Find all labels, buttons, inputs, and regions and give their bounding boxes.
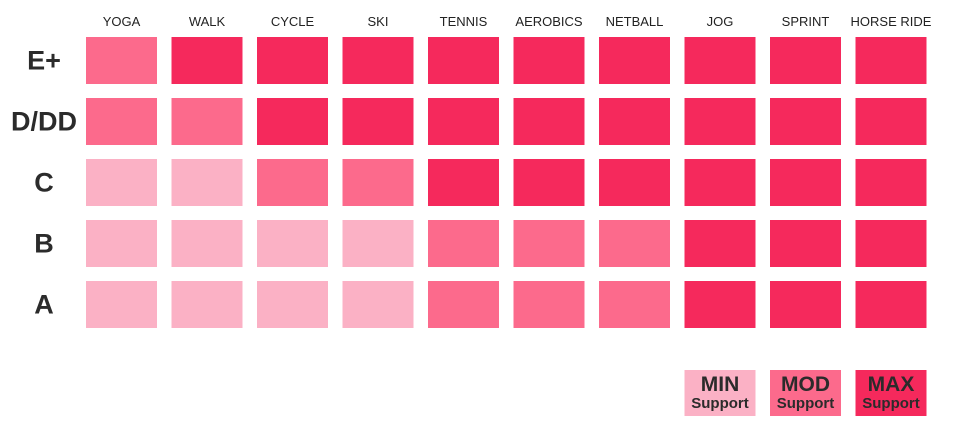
- cell-a-tennis: [428, 281, 499, 328]
- cell-a-walk: [171, 281, 243, 328]
- cell-a-horse-ride: [855, 281, 927, 328]
- legend-label-min: MIN: [701, 373, 740, 396]
- cell-a-jog: [684, 281, 756, 328]
- cell-e-plus-yoga: [86, 37, 157, 84]
- cell-c-walk: [171, 159, 243, 206]
- column-label-aerobics: AEROBICS: [515, 14, 583, 29]
- cell-e-plus-aerobics: [513, 37, 585, 84]
- cell-e-plus-horse-ride: [855, 37, 927, 84]
- cell-a-cycle: [257, 281, 328, 328]
- cell-b-horse-ride: [855, 220, 927, 267]
- cell-d-dd-jog: [684, 98, 756, 145]
- cell-d-dd-horse-ride: [855, 98, 927, 145]
- row-label-c: C: [34, 168, 54, 198]
- cell-a-yoga: [86, 281, 157, 328]
- cell-b-aerobics: [513, 220, 585, 267]
- cell-a-aerobics: [513, 281, 585, 328]
- cell-d-dd-netball: [599, 98, 670, 145]
- cell-e-plus-cycle: [257, 37, 328, 84]
- legend-sublabel-min: Support: [691, 395, 749, 412]
- heatmap-cells: [86, 37, 927, 328]
- row-label-b: B: [34, 229, 54, 259]
- legend-swatch-min: [684, 370, 756, 416]
- cell-e-plus-walk: [171, 37, 243, 84]
- cell-b-yoga: [86, 220, 157, 267]
- row-label-a: A: [34, 290, 54, 320]
- cell-d-dd-yoga: [86, 98, 157, 145]
- cell-c-tennis: [428, 159, 499, 206]
- cell-c-aerobics: [513, 159, 585, 206]
- cell-c-netball: [599, 159, 670, 206]
- cell-c-sprint: [770, 159, 841, 206]
- cell-d-dd-tennis: [428, 98, 499, 145]
- cell-e-plus-ski: [342, 37, 414, 84]
- legend-label-mod: MOD: [781, 373, 830, 396]
- cell-d-dd-aerobics: [513, 98, 585, 145]
- cell-b-sprint: [770, 220, 841, 267]
- column-label-netball: NETBALL: [606, 14, 664, 29]
- cell-e-plus-jog: [684, 37, 756, 84]
- cell-c-horse-ride: [855, 159, 927, 206]
- legend-sublabel-max: Support: [862, 395, 920, 412]
- cell-c-yoga: [86, 159, 157, 206]
- cell-c-cycle: [257, 159, 328, 206]
- legend-label-max: MAX: [868, 373, 915, 396]
- cell-e-plus-sprint: [770, 37, 841, 84]
- cell-a-netball: [599, 281, 670, 328]
- cell-c-ski: [342, 159, 414, 206]
- column-label-jog: JOG: [707, 14, 734, 29]
- cell-d-dd-sprint: [770, 98, 841, 145]
- legend-swatch-mod: [770, 370, 841, 416]
- cell-a-sprint: [770, 281, 841, 328]
- row-labels: E+ D/DD C B A: [11, 46, 77, 320]
- column-label-horse-ride: HORSE RIDE: [851, 14, 932, 29]
- cell-b-ski: [342, 220, 414, 267]
- column-labels: YOGA WALK CYCLE SKI TENNIS AEROBICS NETBALL JOG…: [103, 14, 932, 29]
- cell-b-tennis: [428, 220, 499, 267]
- cell-e-plus-netball: [599, 37, 670, 84]
- column-label-walk: WALK: [189, 14, 226, 29]
- row-label-e-plus: E+: [27, 46, 61, 76]
- column-label-yoga: YOGA: [103, 14, 141, 29]
- legend-swatch-max: [855, 370, 927, 416]
- cell-b-netball: [599, 220, 670, 267]
- cell-e-plus-tennis: [428, 37, 499, 84]
- cell-b-walk: [171, 220, 243, 267]
- cell-d-dd-ski: [342, 98, 414, 145]
- legend-sublabel-mod: Support: [777, 395, 835, 412]
- cell-d-dd-walk: [171, 98, 243, 145]
- column-label-sprint: SPRINT: [782, 14, 830, 29]
- cell-c-jog: [684, 159, 756, 206]
- column-label-ski: SKI: [368, 14, 389, 29]
- cell-b-jog: [684, 220, 756, 267]
- column-label-tennis: TENNIS: [440, 14, 488, 29]
- cell-a-ski: [342, 281, 414, 328]
- cell-b-cycle: [257, 220, 328, 267]
- column-label-cycle: CYCLE: [271, 14, 315, 29]
- row-label-d-dd: D/DD: [11, 107, 77, 137]
- cell-d-dd-cycle: [257, 98, 328, 145]
